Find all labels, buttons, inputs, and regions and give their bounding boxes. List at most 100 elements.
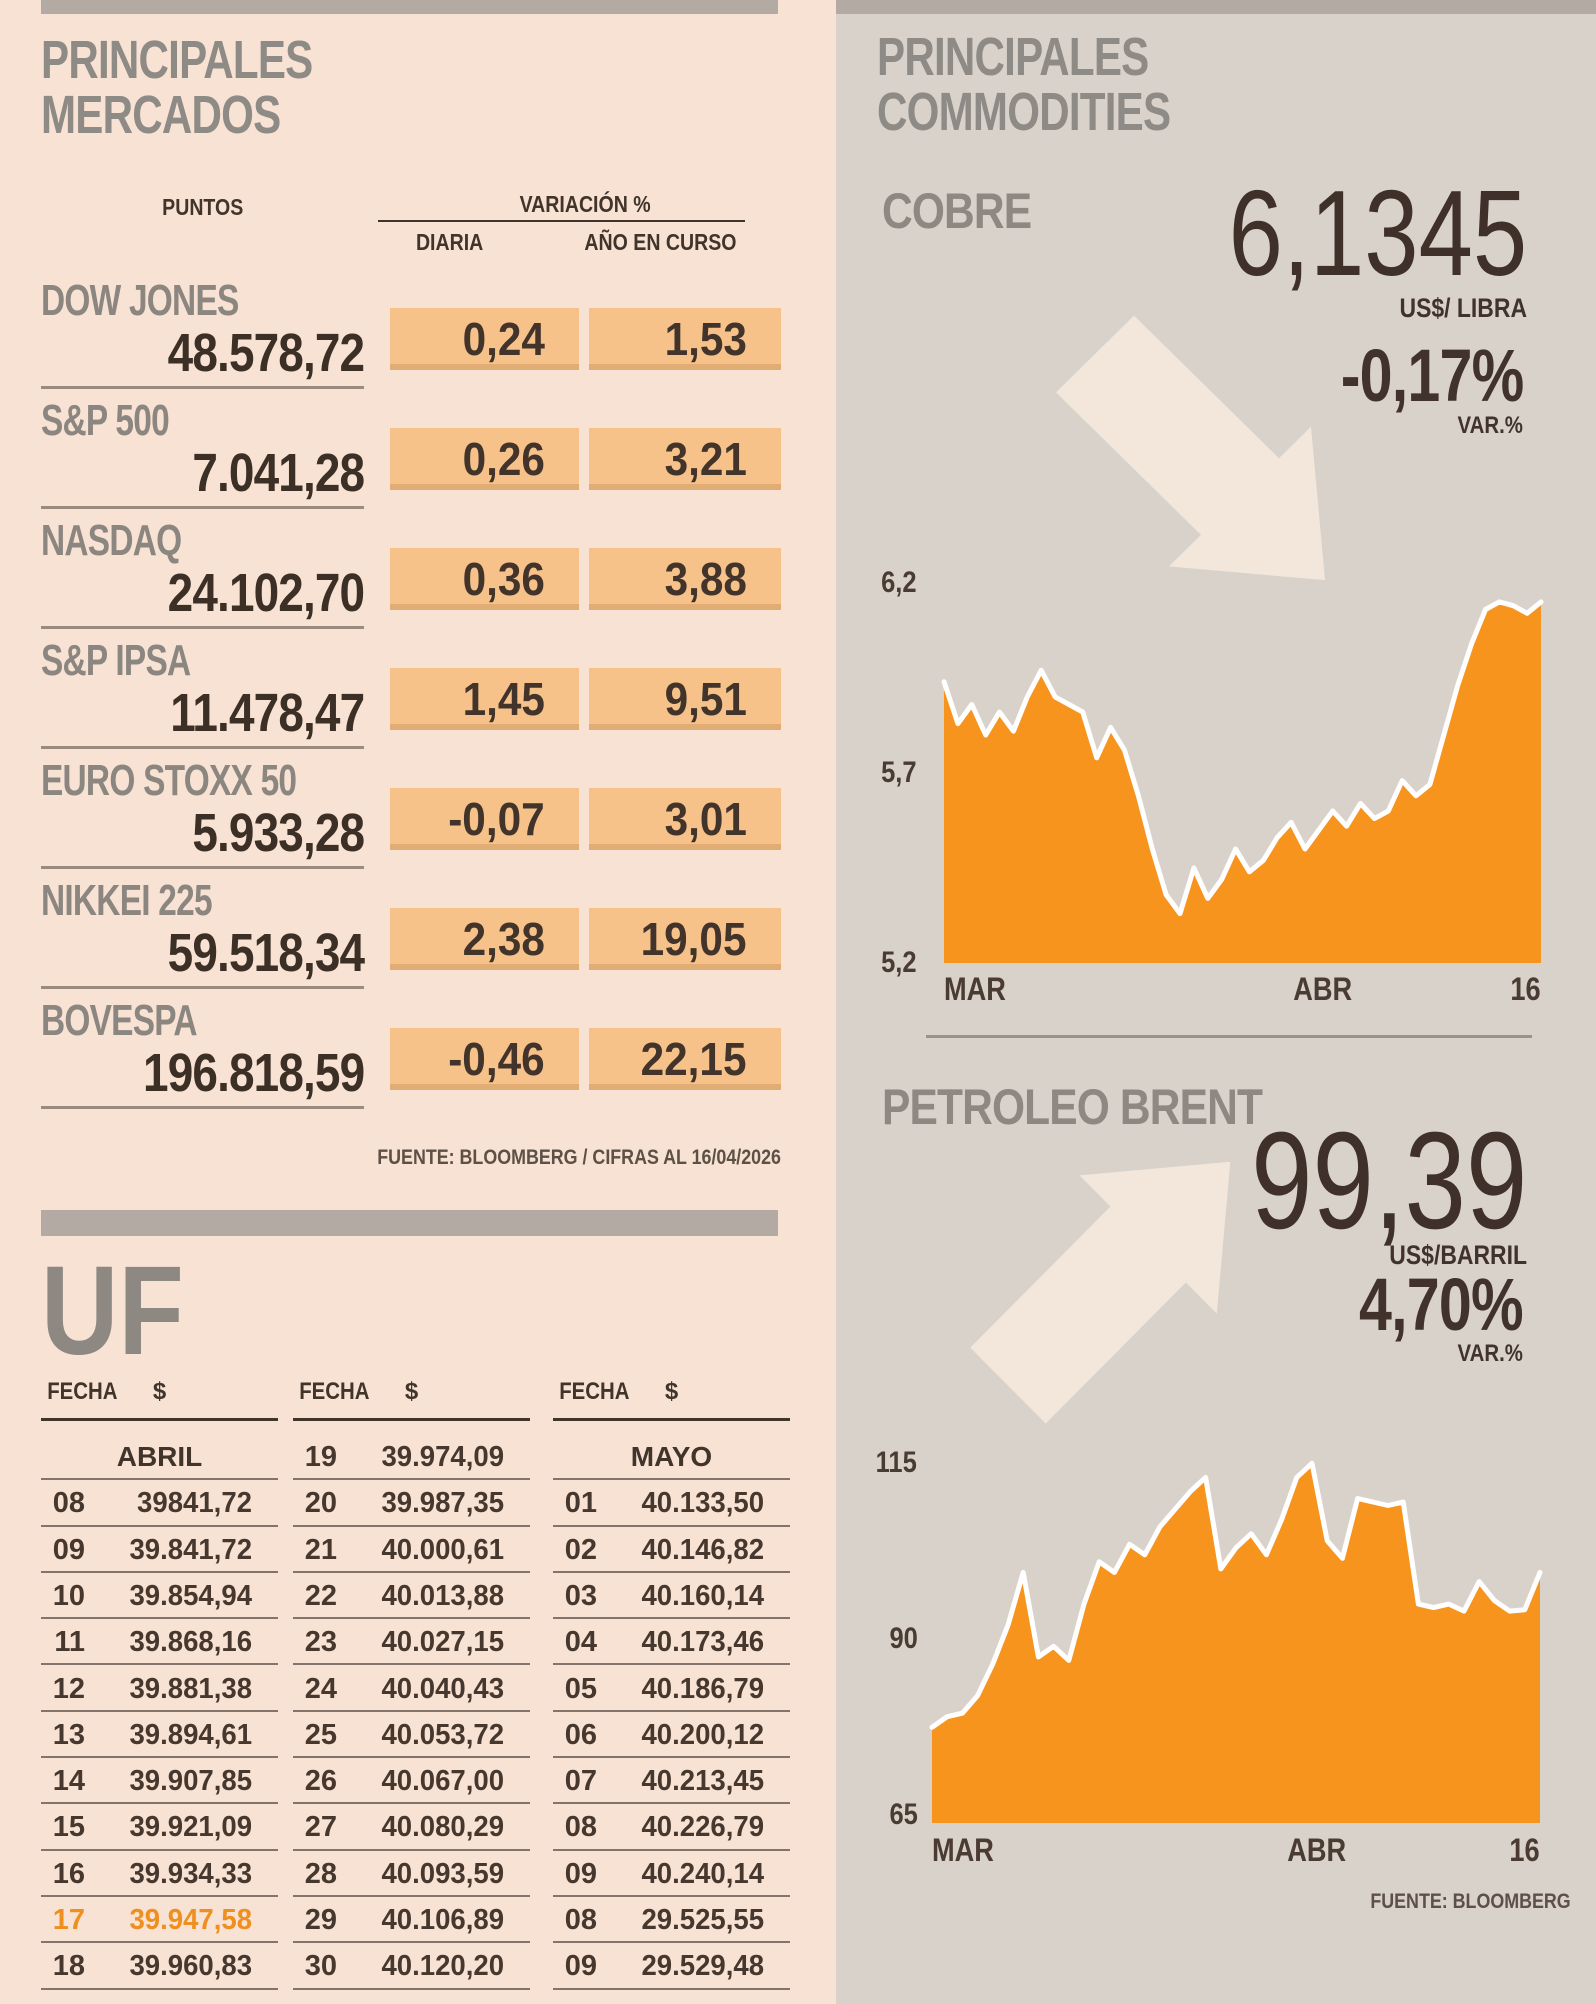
market-points-value: 5.933,28 <box>192 803 365 863</box>
arrow-down-right-icon <box>1056 315 1325 581</box>
copper-chart-ytick: 5,2 <box>881 946 917 979</box>
uf-row: 15 39.921,09 <box>41 1804 278 1851</box>
market-row: DOW JONES 48.578,72 0,24 1,53 <box>0 268 800 389</box>
uf-month-header: ABRIL <box>116 1441 203 1472</box>
uf-row: 21 40.000,61 <box>293 1527 530 1573</box>
uf-value: 40.053,72 <box>381 1718 504 1751</box>
market-points-value: 24.102,70 <box>167 563 364 623</box>
uf-row-line <box>293 1570 530 1573</box>
uf-row: 20 39.987,35 <box>293 1480 530 1527</box>
uf-day: 30 <box>304 1950 337 1983</box>
uf-row-line <box>553 1478 790 1481</box>
uf-row-line <box>553 1663 790 1666</box>
uf-value: 40.080,29 <box>381 1811 504 1844</box>
uf-value: 39.894,61 <box>129 1718 252 1751</box>
uf-day: 11 <box>54 1626 85 1659</box>
commodities-panel: PRINCIPALES COMMODITIES COBRE 6,1345 US$… <box>836 0 1596 2004</box>
brent-chart-area <box>929 1460 1543 1823</box>
uf-value: 39.934,33 <box>129 1857 252 1890</box>
column-header-ano-en-curso: AÑO EN CURSO <box>584 229 737 255</box>
uf-day: 07 <box>564 1765 597 1798</box>
ytd-variation-cell: 9,51 <box>589 668 781 730</box>
uf-header-fecha: FECHA <box>47 1378 118 1405</box>
market-points-value: 196.818,59 <box>142 1043 365 1103</box>
uf-value: 40.027,15 <box>381 1626 504 1659</box>
uf-value: 40.160,14 <box>641 1579 764 1612</box>
market-index-name: NASDAQ <box>41 516 182 565</box>
uf-row-line <box>293 1756 530 1759</box>
uf-day: 17 <box>52 1904 85 1936</box>
uf-row: 19 39.974,09 <box>293 1434 530 1481</box>
uf-row-line <box>553 1987 790 1990</box>
uf-day: 13 <box>52 1718 85 1751</box>
market-row: EURO STOXX 50 5.933,28 -0,07 3,01 <box>0 748 800 869</box>
uf-row-line <box>41 1524 278 1527</box>
uf-row-line <box>553 1894 790 1897</box>
uf-row: 26 40.067,00 <box>293 1758 530 1805</box>
column-header-puntos: PUNTOS <box>161 194 244 220</box>
uf-row-line <box>41 1802 278 1805</box>
brent-chart-xlabel-mid: ABR <box>1287 1832 1347 1868</box>
uf-day: 05 <box>564 1672 597 1705</box>
uf-header-peso: $ <box>152 1378 167 1405</box>
uf-row-line <box>553 1848 790 1851</box>
uf-value: 39.921,09 <box>129 1811 252 1844</box>
uf-day: 21 <box>304 1533 337 1566</box>
uf-row-line <box>293 1524 530 1527</box>
column-header-diaria: DIARIA <box>416 229 484 255</box>
uf-row-line <box>293 1617 530 1620</box>
uf-row-line <box>41 1987 278 1990</box>
uf-day: 18 <box>52 1950 85 1983</box>
uf-row-line <box>553 1570 790 1573</box>
copper-chart-xlabel-mid: ABR <box>1293 971 1353 1007</box>
uf-row: 07 40.213,45 <box>553 1758 790 1805</box>
uf-row-line <box>41 1709 278 1712</box>
uf-row-line <box>293 1848 530 1851</box>
uf-day: 08 <box>52 1487 85 1520</box>
uf-row-line <box>41 1756 278 1759</box>
uf-row: 11 39.868,16 <box>41 1619 278 1666</box>
row-underline <box>41 986 364 989</box>
uf-value: 40.146,82 <box>641 1533 764 1566</box>
uf-day: 08 <box>564 1904 597 1936</box>
market-index-name: NIKKEI 225 <box>41 876 213 925</box>
uf-header-underline <box>41 1418 278 1421</box>
uf-month-header: MAYO <box>630 1441 713 1472</box>
uf-row: 10 39.854,94 <box>41 1573 278 1620</box>
brent-chart-ytick: 90 <box>889 1622 918 1656</box>
uf-row: MAYO <box>553 1434 790 1481</box>
uf-value: 29.525,55 <box>641 1904 764 1936</box>
section-divider <box>926 1035 1532 1038</box>
ytd-variation-cell: 1,53 <box>589 308 781 370</box>
uf-row-line <box>293 1987 530 1990</box>
uf-day: 19 <box>304 1441 337 1473</box>
uf-header-peso: $ <box>404 1378 419 1405</box>
uf-row: 22 40.013,88 <box>293 1573 530 1620</box>
market-index-name: S&P IPSA <box>41 636 191 685</box>
uf-row-line <box>293 1663 530 1666</box>
uf-row-line <box>293 1941 530 1944</box>
ytd-variation-cell: 22,15 <box>589 1028 781 1090</box>
uf-value: 40.240,14 <box>641 1857 764 1890</box>
uf-row-line <box>553 1617 790 1620</box>
market-index-name: BOVESPA <box>41 996 197 1045</box>
copper-label: COBRE <box>882 183 1032 239</box>
uf-value: 40.120,20 <box>381 1950 504 1983</box>
uf-row-line <box>41 1617 278 1620</box>
uf-day: 09 <box>564 1857 597 1890</box>
uf-row-line <box>553 1941 790 1944</box>
uf-row-line <box>293 1709 530 1712</box>
uf-day: 25 <box>304 1718 337 1751</box>
uf-day: 04 <box>564 1626 597 1659</box>
uf-day: 01 <box>564 1487 597 1520</box>
uf-row: 28 40.093,59 <box>293 1851 530 1897</box>
uf-row: 05 40.186,79 <box>553 1666 790 1712</box>
copper-chart-ytick: 6,2 <box>881 565 917 599</box>
row-underline <box>41 386 364 389</box>
uf-row: 08 29.525,55 <box>553 1897 790 1944</box>
uf-row-line <box>293 1478 530 1481</box>
uf-row: 24 40.040,43 <box>293 1666 530 1712</box>
market-points-value: 48.578,72 <box>167 323 364 383</box>
uf-row: 30 40.120,20 <box>293 1943 530 1990</box>
uf-day: 09 <box>564 1950 597 1983</box>
